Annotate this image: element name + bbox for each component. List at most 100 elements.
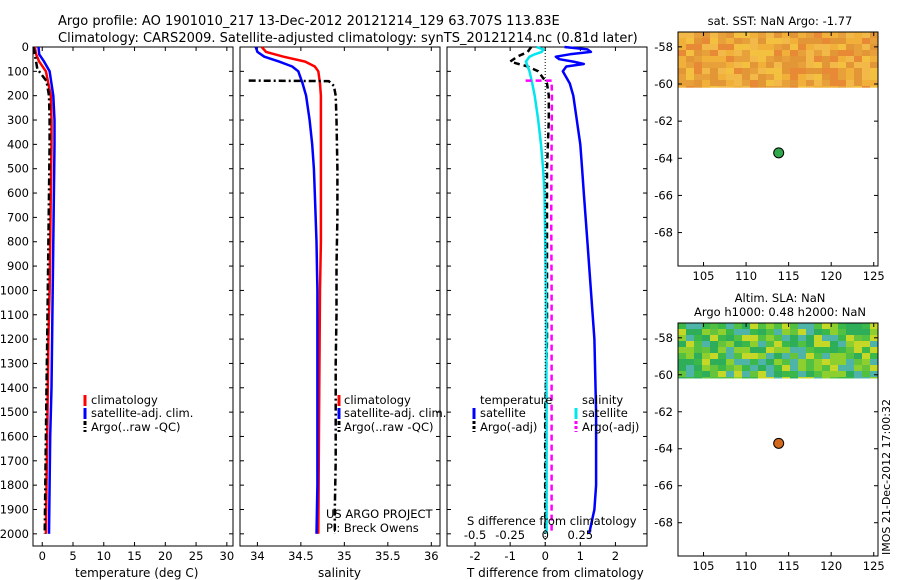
series-temperature-satellite	[554, 45, 598, 535]
heatmap-cell	[798, 86, 806, 88]
x-tick-label: 0	[39, 549, 46, 563]
heatmap-cell	[846, 38, 854, 44]
heatmap-cell	[750, 323, 758, 329]
heatmap-cell	[702, 44, 710, 50]
heatmap-cell	[806, 335, 814, 341]
heatmap-cell	[734, 44, 742, 50]
heatmap-cell	[718, 365, 726, 371]
heatmap-cell	[854, 86, 862, 88]
heatmap-cell	[774, 335, 782, 341]
heatmap-cell	[838, 335, 846, 341]
map-y-tick-label: -68	[654, 516, 673, 530]
y-tick-label: 100	[7, 64, 29, 78]
heatmap-cell	[854, 359, 862, 365]
heatmap-cell	[734, 347, 742, 353]
heatmap-cell	[742, 329, 750, 335]
heatmap-cell	[686, 62, 694, 68]
difference-legend: temperature satellite Argo(-adj) salinit…	[472, 393, 639, 434]
heatmap-cell	[718, 62, 726, 68]
heatmap-cell	[822, 68, 830, 74]
heatmap-cell	[758, 347, 766, 353]
heatmap-cell	[854, 50, 862, 56]
heatmap-cell	[782, 74, 790, 80]
heatmap-cell	[790, 80, 798, 86]
heatmap-cell	[686, 80, 694, 86]
heatmap-cell	[718, 371, 726, 377]
x-tick-label: 20	[158, 549, 173, 563]
sst-heatmap-band	[678, 32, 878, 88]
y-tick-label: 700	[7, 210, 29, 224]
heatmap-cell	[798, 323, 806, 329]
heatmap-cell	[798, 50, 806, 56]
heatmap-cell	[830, 80, 838, 86]
heatmap-cell	[806, 341, 814, 347]
heatmap-cell	[710, 50, 718, 56]
heatmap-cell	[814, 341, 822, 347]
heatmap-cell	[814, 329, 822, 335]
s-tick-label: -0.5	[464, 528, 486, 542]
heatmap-cell	[694, 32, 702, 38]
heatmap-cell	[694, 365, 702, 371]
legend-label-t-argo: Argo(-adj)	[480, 420, 537, 434]
heatmap-cell	[734, 50, 742, 56]
heatmap-cell	[758, 335, 766, 341]
heatmap-cell	[838, 68, 846, 74]
y-tick-label: 2000	[0, 527, 29, 541]
heatmap-cell	[750, 341, 758, 347]
heatmap-cell	[718, 80, 726, 86]
heatmap-cell	[694, 377, 702, 379]
y-tick-label: 600	[7, 186, 29, 200]
y-tick-label: 500	[7, 162, 29, 176]
heatmap-cell	[782, 365, 790, 371]
heatmap-cell	[854, 80, 862, 86]
heatmap-cell	[742, 74, 750, 80]
heatmap-cell	[870, 50, 878, 56]
heatmap-cell	[838, 56, 846, 62]
heatmap-cell	[822, 377, 830, 379]
heatmap-cell	[846, 353, 854, 359]
heatmap-cell	[814, 80, 822, 86]
heatmap-cell	[862, 38, 870, 44]
heatmap-cell	[846, 74, 854, 80]
heatmap-cell	[830, 62, 838, 68]
heatmap-cell	[798, 359, 806, 365]
heatmap-cell	[742, 371, 750, 377]
map-x-tick-label: 115	[778, 269, 800, 283]
heatmap-cell	[734, 80, 742, 86]
heatmap-cell	[830, 56, 838, 62]
imos-timestamp: IMOS 21-Dec-2012 17:00:32	[880, 399, 893, 555]
heatmap-cell	[758, 50, 766, 56]
heatmap-cell	[870, 62, 878, 68]
heatmap-cell	[766, 359, 774, 365]
heatmap-cell	[774, 347, 782, 353]
heatmap-cell	[806, 56, 814, 62]
heatmap-cell	[790, 353, 798, 359]
heatmap-cell	[742, 365, 750, 371]
heatmap-cell	[806, 329, 814, 335]
y-tick-label: 1800	[0, 478, 29, 492]
difference-xlabel-t: T difference from climatology	[466, 566, 644, 580]
heatmap-cell	[782, 38, 790, 44]
heatmap-cell	[830, 74, 838, 80]
heatmap-cell	[678, 377, 686, 379]
heatmap-cell	[822, 74, 830, 80]
heatmap-cell	[838, 365, 846, 371]
x-tick-label: -1	[504, 549, 515, 563]
heatmap-cell	[862, 347, 870, 353]
heatmap-cell	[710, 371, 718, 377]
heatmap-cell	[750, 335, 758, 341]
heatmap-cell	[726, 359, 734, 365]
heatmap-cell	[782, 329, 790, 335]
map-x-tick-label: 105	[693, 269, 715, 283]
map-x-tick-label: 125	[863, 269, 885, 283]
heatmap-cell	[862, 341, 870, 347]
heatmap-cell	[734, 86, 742, 88]
heatmap-cell	[790, 359, 798, 365]
heatmap-cell	[718, 74, 726, 80]
heatmap-cell	[814, 377, 822, 379]
difference-xlabel-s: S difference from climatology	[467, 514, 637, 528]
heatmap-cell	[766, 329, 774, 335]
map-y-tick-label: -60	[654, 77, 673, 91]
heatmap-cell	[694, 86, 702, 88]
heatmap-cell	[830, 68, 838, 74]
